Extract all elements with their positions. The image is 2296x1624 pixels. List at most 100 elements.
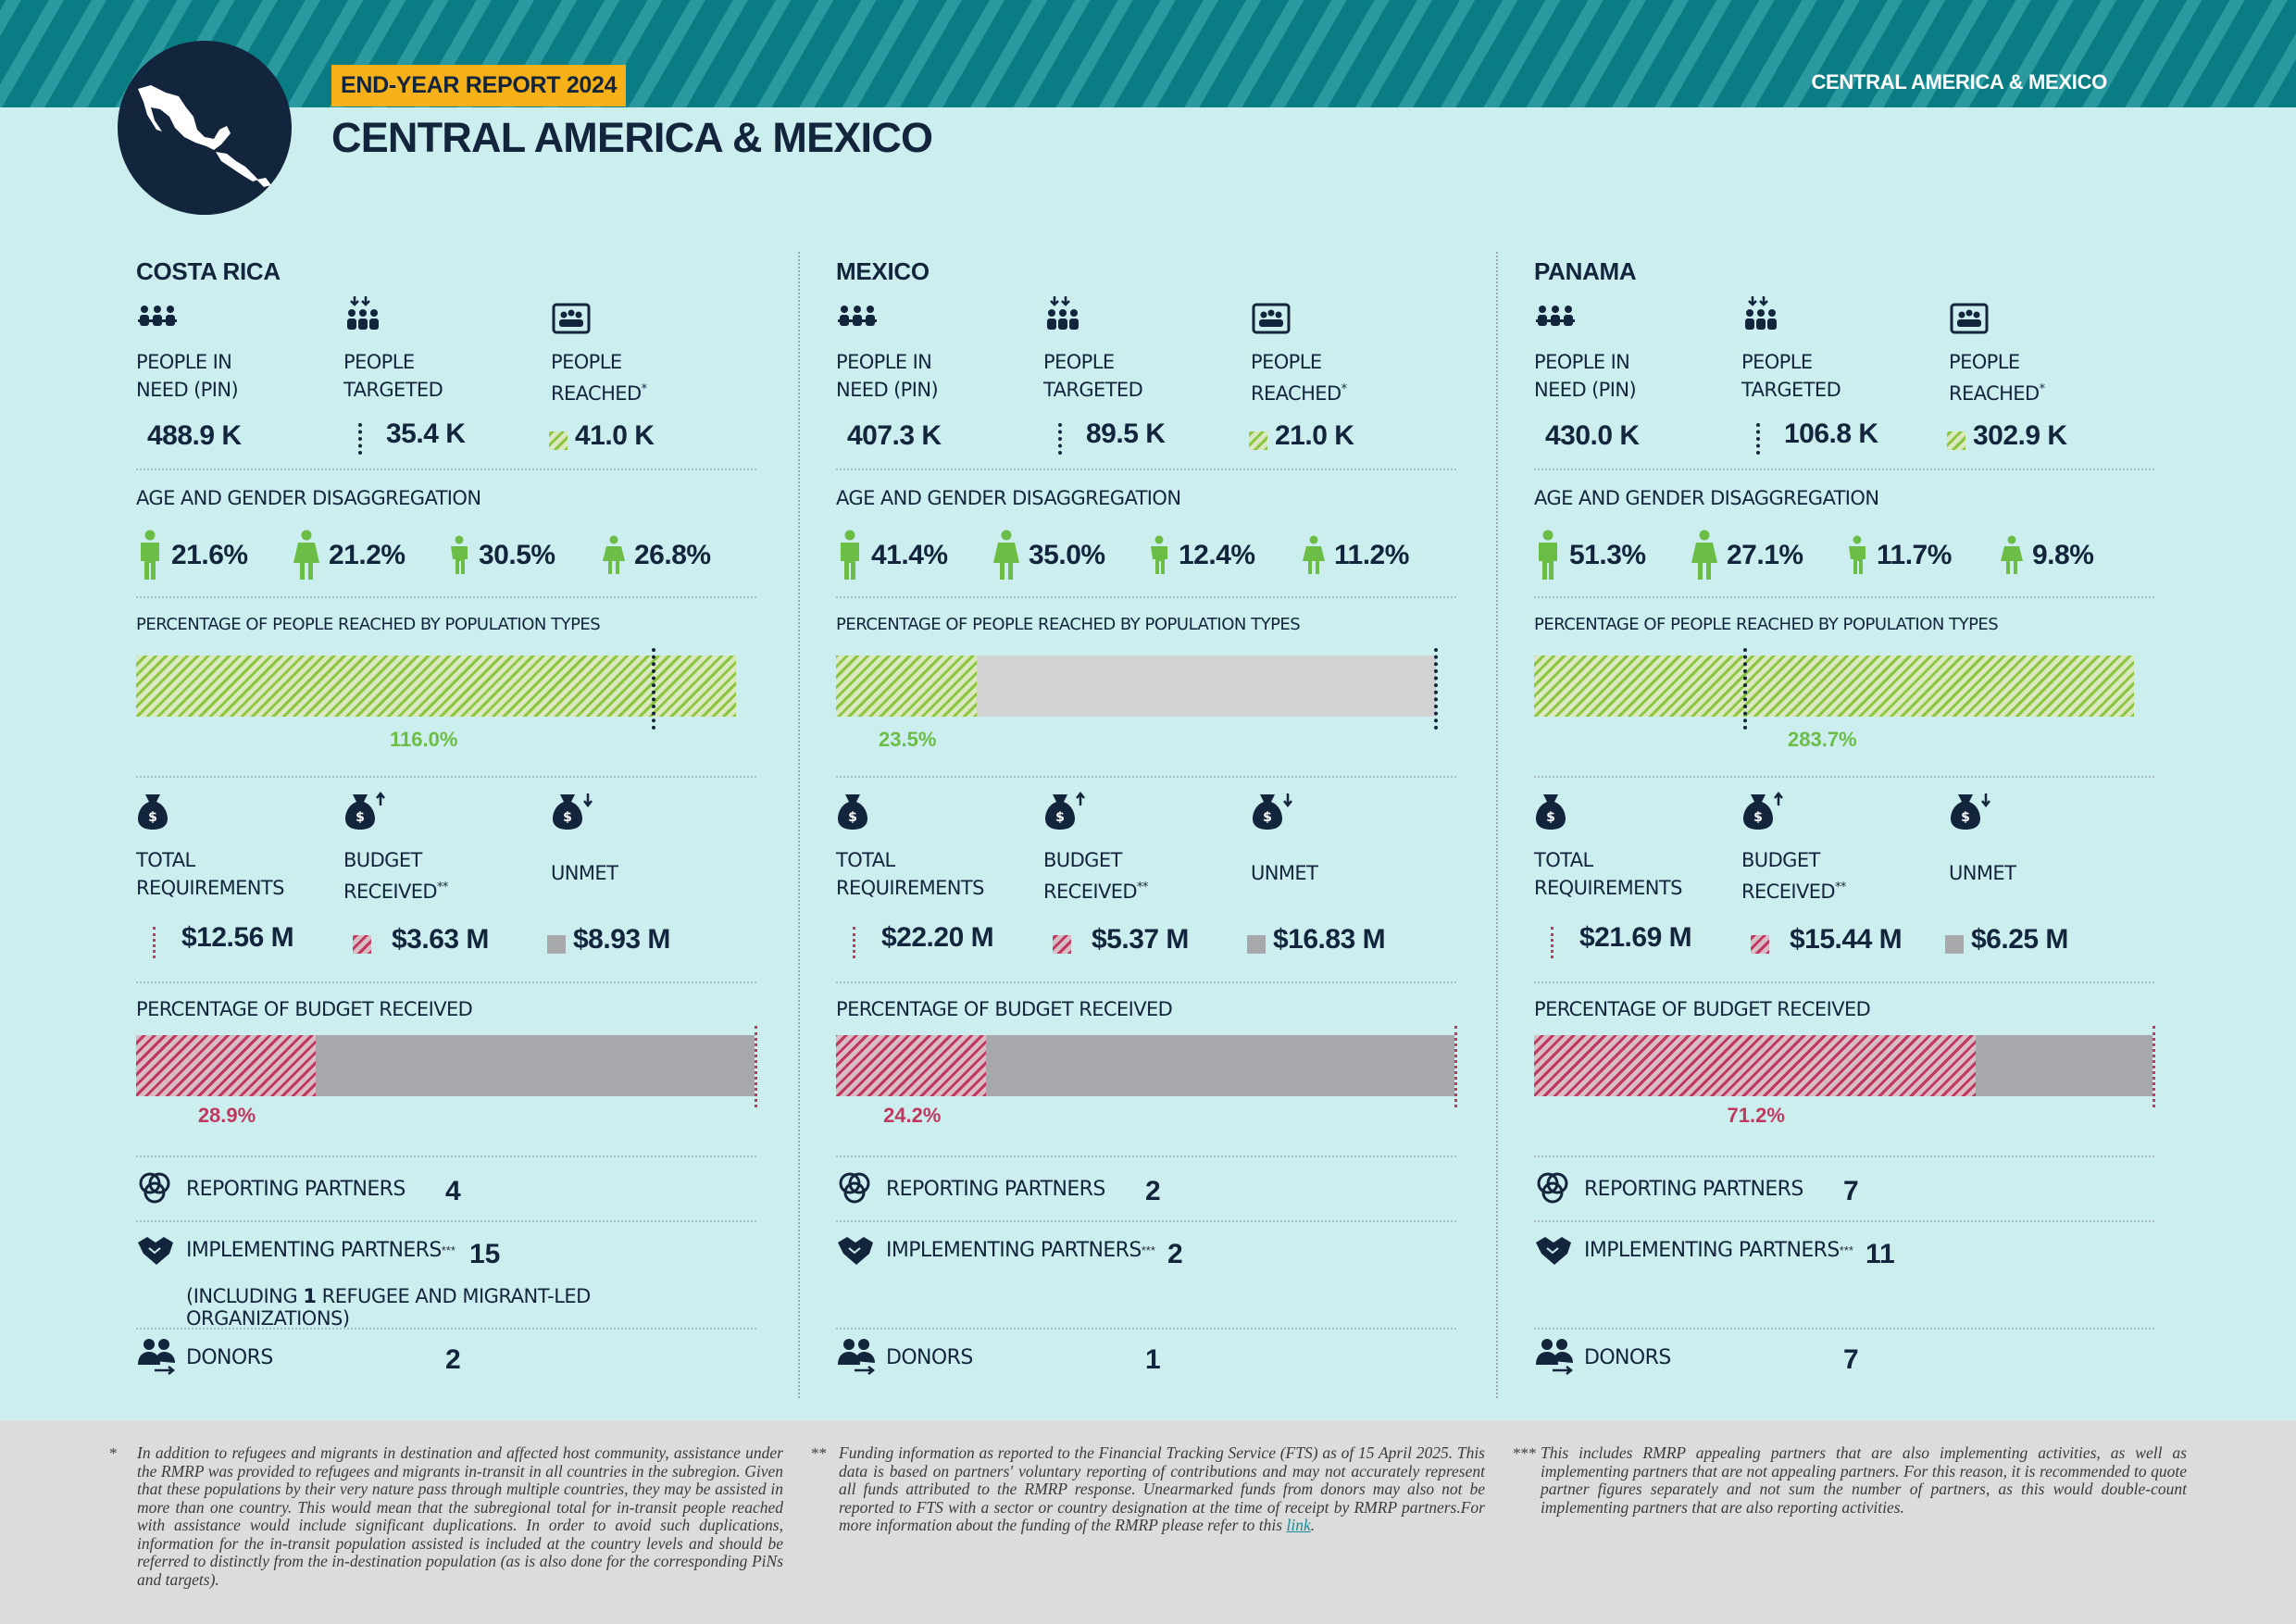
population-types-title: PERCENTAGE OF PEOPLE REACHED BY POPULATI…: [1534, 615, 1999, 634]
budget-target-marker: [2152, 1026, 2155, 1107]
unmet-label: UNMET: [1251, 862, 1318, 884]
total-req-label: TOTAL REQUIREMENTS: [1534, 849, 1682, 899]
country-column: PANAMA PEOPLE IN NEED (PIN) PEOPLE TARGETE…: [1534, 257, 2155, 1405]
budget-received-label: BUDGET RECEIVED**: [1043, 849, 1148, 903]
budget-pct-title: PERCENTAGE OF BUDGET RECEIVED: [836, 998, 1173, 1020]
svg-text:$: $: [1263, 810, 1272, 825]
svg-text:$: $: [1055, 810, 1065, 825]
money-bag-up-icon: $: [1741, 791, 1784, 831]
age-gender-title: AGE AND GENDER DISAGGREGATION: [836, 487, 1181, 509]
implementing-partners-value: 11: [1866, 1239, 1895, 1269]
received-value: $5.37 M: [1053, 924, 1189, 956]
population-target-marker: [1434, 648, 1438, 730]
people-targeted-icon: [343, 294, 386, 337]
reached-label: PEOPLE REACHED*: [1251, 351, 1347, 405]
budget-bar-fill: [136, 1035, 316, 1096]
column-separator: [1496, 252, 1498, 1398]
budget-target-marker: [1454, 1026, 1457, 1107]
reporting-partners-value: 4: [445, 1176, 461, 1206]
woman-icon: [992, 530, 1021, 581]
pin-value: 407.3 K: [847, 420, 942, 451]
boy-icon: [1147, 535, 1171, 576]
budget-received-label: BUDGET RECEIVED**: [1741, 849, 1846, 903]
reporting-partners-icon: [1534, 1170, 1571, 1207]
implementing-partners-value: 2: [1167, 1239, 1183, 1269]
boy-icon: [1845, 535, 1869, 576]
reached-label: PEOPLE REACHED*: [551, 351, 647, 405]
svg-text:$: $: [848, 810, 857, 825]
reporting-partners-icon: [836, 1170, 873, 1207]
girl-icon: [601, 535, 627, 576]
woman-icon: [292, 530, 321, 581]
budget-bar-fill: [1534, 1035, 1977, 1096]
reached-value: 41.0 K: [549, 420, 655, 452]
country-name: MEXICO: [836, 257, 930, 285]
received-value: $3.63 M: [353, 924, 489, 956]
svg-text:$: $: [1546, 810, 1555, 825]
central-america-map-icon: [118, 41, 292, 215]
pin-value: 430.0 K: [1545, 420, 1640, 451]
column-separator: [798, 252, 800, 1398]
country-name: COSTA RICA: [136, 257, 281, 285]
people-targeted-icon: [1741, 294, 1784, 337]
total-req-label: TOTAL REQUIREMENTS: [836, 849, 984, 899]
man-icon: [1534, 530, 1562, 581]
pin-label: PEOPLE IN NEED (PIN): [1534, 351, 1637, 401]
country-name: PANAMA: [1534, 257, 1637, 285]
girl-icon: [1999, 535, 2025, 576]
money-bag-up-icon: $: [343, 791, 386, 831]
budget-bar-fill: [836, 1035, 987, 1096]
handshake-icon: [1534, 1233, 1573, 1267]
implementing-partners-row: IMPLEMENTING PARTNERS ***: [136, 1233, 455, 1267]
budget-received-label: BUDGET RECEIVED**: [343, 849, 448, 903]
population-target-marker: [1743, 648, 1748, 730]
age-women: 27.1%: [1690, 530, 1803, 581]
targeted-value: 35.4 K: [358, 418, 466, 455]
pin-label: PEOPLE IN NEED (PIN): [136, 351, 239, 401]
population-bar: [1534, 656, 2134, 717]
age-gender-title: AGE AND GENDER DISAGGREGATION: [136, 487, 481, 509]
population-bar-fill: [136, 656, 736, 717]
people-reached-icon: [1251, 300, 1293, 337]
people-in-need-icon: [1534, 300, 1577, 333]
reached-value: 302.9 K: [1947, 420, 2067, 452]
population-target-marker: [651, 648, 655, 730]
pin-label: PEOPLE IN NEED (PIN): [836, 351, 939, 401]
population-bar: [836, 656, 1436, 717]
age-boys: 11.7%: [1845, 535, 1952, 576]
population-bar-fill: [1534, 656, 2134, 717]
footnote-2-mark: **: [811, 1444, 827, 1462]
donors-icon: [836, 1337, 879, 1378]
woman-icon: [1690, 530, 1719, 581]
handshake-icon: [136, 1233, 175, 1267]
population-types-title: PERCENTAGE OF PEOPLE REACHED BY POPULATI…: [136, 615, 601, 634]
population-pct: 23.5%: [879, 728, 937, 751]
reporting-partners-row: REPORTING PARTNERS: [836, 1170, 1105, 1207]
donors-row: DONORS: [136, 1337, 273, 1378]
money-bag-down-icon: $: [1949, 791, 1991, 831]
footnote-3-mark: ***: [1513, 1444, 1537, 1462]
money-bag-icon: $: [836, 791, 879, 831]
funding-link[interactable]: link: [1286, 1516, 1311, 1534]
money-bag-down-icon: $: [551, 791, 593, 831]
budget-bar: [1534, 1035, 2152, 1096]
svg-text:$: $: [1961, 810, 1970, 825]
budget-pct-title: PERCENTAGE OF BUDGET RECEIVED: [1534, 998, 1871, 1020]
donors-value: 7: [1843, 1344, 1859, 1375]
people-reached-icon: [551, 300, 593, 337]
age-boys: 30.5%: [447, 535, 555, 576]
reporting-partners-row: REPORTING PARTNERS: [136, 1170, 406, 1207]
reached-label: PEOPLE REACHED*: [1949, 351, 2045, 405]
population-pct: 283.7%: [1788, 728, 1857, 751]
footnote-2: Funding information as reported to the F…: [839, 1443, 1485, 1535]
budget-pct-title: PERCENTAGE OF BUDGET RECEIVED: [136, 998, 473, 1020]
population-bar: [136, 656, 736, 717]
donors-value: 1: [1145, 1344, 1161, 1375]
money-bag-icon: $: [136, 791, 179, 831]
population-pct: 116.0%: [390, 728, 458, 751]
total-req-value: $21.69 M: [1551, 922, 1692, 958]
boy-icon: [447, 535, 471, 576]
budget-bar: [136, 1035, 755, 1096]
budget-target-marker: [755, 1026, 757, 1107]
budget-pct: 28.9%: [197, 1104, 256, 1127]
